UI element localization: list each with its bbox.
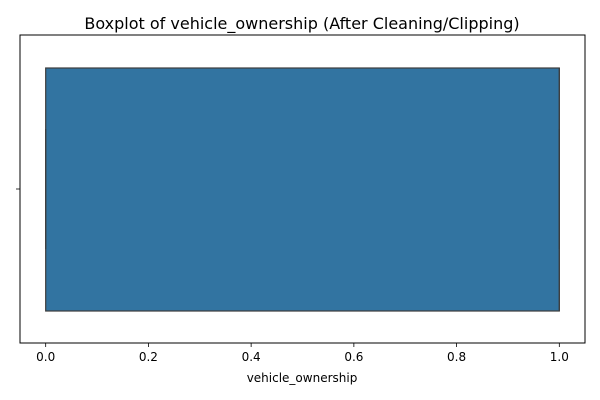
- x-axis-label: vehicle_ownership: [247, 371, 358, 385]
- plot-area: [19, 34, 586, 344]
- x-tick-label: 0.8: [447, 350, 466, 364]
- box-iqr: [45, 67, 560, 312]
- x-tick-label: 0.6: [344, 350, 363, 364]
- x-tick-label: 0.0: [36, 350, 55, 364]
- x-tick-label: 1.0: [550, 350, 569, 364]
- x-tick-label: 0.2: [139, 350, 158, 364]
- x-axis: 0.0 0.2 0.4 0.6 0.8 1.0: [36, 343, 569, 364]
- chart-title: Boxplot of vehicle_ownership (After Clea…: [84, 14, 519, 34]
- x-tick-label: 0.4: [242, 350, 261, 364]
